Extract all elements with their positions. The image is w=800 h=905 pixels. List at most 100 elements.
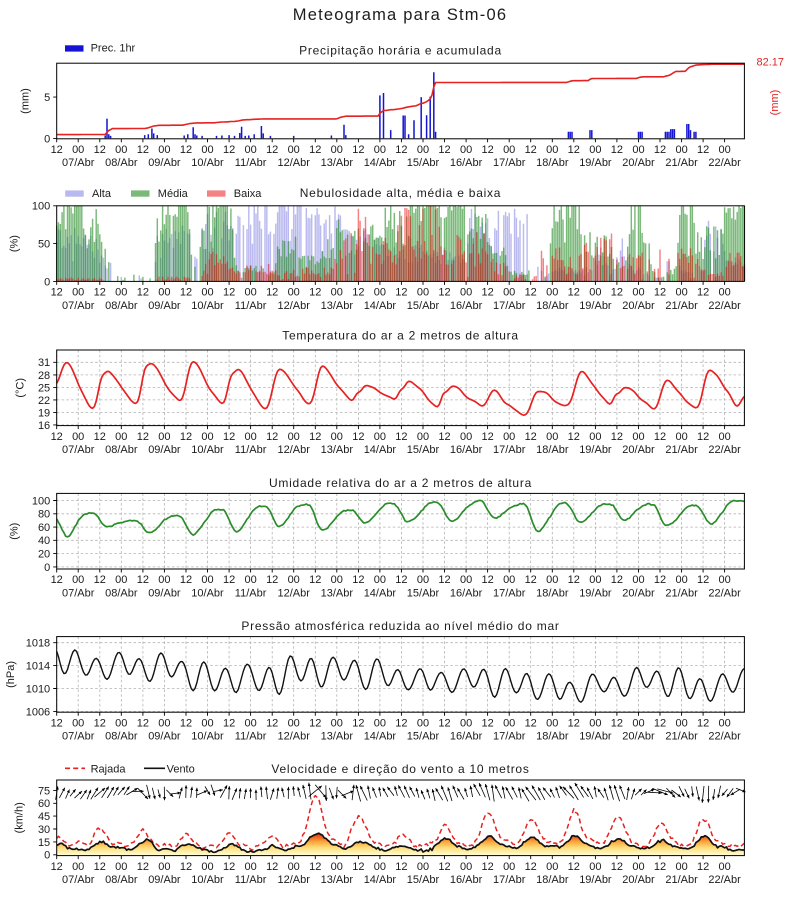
svg-text:00: 00 (201, 431, 213, 443)
svg-text:00: 00 (417, 144, 429, 156)
svg-text:00: 00 (201, 861, 213, 873)
svg-text:12: 12 (266, 144, 278, 156)
svg-text:14/Abr: 14/Abr (364, 587, 397, 599)
svg-text:00: 00 (632, 717, 644, 729)
svg-text:12/Abr: 12/Abr (277, 874, 310, 886)
svg-text:00: 00 (718, 431, 730, 443)
svg-text:00: 00 (632, 574, 644, 586)
svg-text:00: 00 (503, 574, 515, 586)
svg-text:12: 12 (223, 287, 235, 299)
svg-text:00: 00 (546, 287, 558, 299)
svg-text:1010: 1010 (26, 683, 50, 695)
svg-text:08/Abr: 08/Abr (105, 444, 138, 456)
svg-text:Média: Média (158, 188, 189, 200)
svg-text:12: 12 (525, 574, 537, 586)
svg-text:15/Abr: 15/Abr (407, 300, 440, 312)
svg-text:12: 12 (568, 861, 580, 873)
svg-text:12: 12 (51, 717, 63, 729)
svg-text:19/Abr: 19/Abr (579, 731, 612, 743)
svg-text:21/Abr: 21/Abr (665, 157, 698, 169)
svg-text:(%): (%) (9, 235, 21, 252)
svg-text:00: 00 (201, 144, 213, 156)
svg-text:12: 12 (395, 861, 407, 873)
svg-text:00: 00 (718, 574, 730, 586)
svg-text:12: 12 (654, 717, 666, 729)
svg-text:00: 00 (158, 717, 170, 729)
svg-text:12: 12 (481, 287, 493, 299)
svg-text:18/Abr: 18/Abr (536, 444, 569, 456)
svg-text:82.17: 82.17 (757, 56, 785, 68)
svg-text:13/Abr: 13/Abr (321, 731, 354, 743)
svg-text:12: 12 (223, 717, 235, 729)
svg-text:10/Abr: 10/Abr (191, 874, 224, 886)
svg-text:12: 12 (137, 287, 149, 299)
svg-text:20: 20 (38, 549, 50, 561)
svg-text:12: 12 (137, 574, 149, 586)
svg-text:(%): (%) (9, 523, 21, 540)
svg-text:20/Abr: 20/Abr (622, 300, 655, 312)
svg-text:25: 25 (38, 382, 50, 394)
svg-text:00: 00 (675, 574, 687, 586)
svg-text:12: 12 (395, 717, 407, 729)
svg-text:14/Abr: 14/Abr (364, 874, 397, 886)
svg-text:12: 12 (309, 431, 321, 443)
svg-text:10/Abr: 10/Abr (191, 587, 224, 599)
svg-text:(km/h): (km/h) (14, 802, 26, 833)
svg-text:12: 12 (481, 717, 493, 729)
svg-text:12: 12 (309, 861, 321, 873)
svg-text:(°C): (°C) (15, 378, 27, 398)
svg-text:00: 00 (331, 574, 343, 586)
svg-text:00: 00 (632, 861, 644, 873)
svg-text:Umidade relativa do ar a 2 met: Umidade relativa do ar a 2 metros de alt… (269, 476, 532, 490)
svg-text:00: 00 (374, 144, 386, 156)
svg-text:13/Abr: 13/Abr (321, 157, 354, 169)
svg-text:15: 15 (38, 837, 50, 849)
svg-text:12: 12 (438, 144, 450, 156)
svg-text:17/Abr: 17/Abr (493, 874, 526, 886)
svg-text:12/Abr: 12/Abr (277, 444, 310, 456)
svg-text:00: 00 (417, 287, 429, 299)
svg-text:0: 0 (44, 276, 50, 288)
svg-text:00: 00 (503, 431, 515, 443)
svg-text:12: 12 (223, 574, 235, 586)
svg-text:16/Abr: 16/Abr (450, 300, 483, 312)
svg-text:00: 00 (589, 717, 601, 729)
svg-text:12: 12 (525, 717, 537, 729)
svg-text:22: 22 (38, 395, 50, 407)
svg-text:12: 12 (309, 144, 321, 156)
svg-text:12: 12 (180, 144, 192, 156)
svg-text:20/Abr: 20/Abr (622, 874, 655, 886)
svg-text:11/Abr: 11/Abr (235, 587, 267, 599)
svg-text:100: 100 (32, 495, 50, 507)
svg-text:00: 00 (589, 861, 601, 873)
svg-text:11/Abr: 11/Abr (235, 731, 267, 743)
svg-text:16/Abr: 16/Abr (450, 874, 483, 886)
svg-text:21/Abr: 21/Abr (665, 874, 698, 886)
svg-text:12: 12 (654, 287, 666, 299)
svg-text:00: 00 (546, 574, 558, 586)
svg-text:12: 12 (352, 717, 364, 729)
svg-text:0: 0 (44, 850, 50, 862)
svg-text:12: 12 (697, 431, 709, 443)
svg-text:00: 00 (374, 861, 386, 873)
svg-text:Baixa: Baixa (234, 188, 262, 200)
svg-text:12: 12 (697, 144, 709, 156)
svg-text:12: 12 (395, 431, 407, 443)
svg-text:12: 12 (395, 287, 407, 299)
svg-text:17/Abr: 17/Abr (493, 157, 526, 169)
svg-text:12: 12 (309, 717, 321, 729)
svg-text:11/Abr: 11/Abr (235, 157, 267, 169)
svg-text:18/Abr: 18/Abr (536, 874, 569, 886)
svg-text:22/Abr: 22/Abr (708, 874, 741, 886)
svg-text:00: 00 (460, 287, 472, 299)
svg-text:(hPa): (hPa) (5, 661, 17, 688)
svg-text:21/Abr: 21/Abr (665, 587, 698, 599)
svg-text:00: 00 (503, 287, 515, 299)
svg-text:12: 12 (481, 431, 493, 443)
svg-text:00: 00 (244, 431, 256, 443)
svg-text:19: 19 (38, 407, 50, 419)
svg-text:00: 00 (417, 861, 429, 873)
svg-text:08/Abr: 08/Abr (105, 157, 138, 169)
svg-text:28: 28 (38, 370, 50, 382)
svg-text:14/Abr: 14/Abr (364, 731, 397, 743)
